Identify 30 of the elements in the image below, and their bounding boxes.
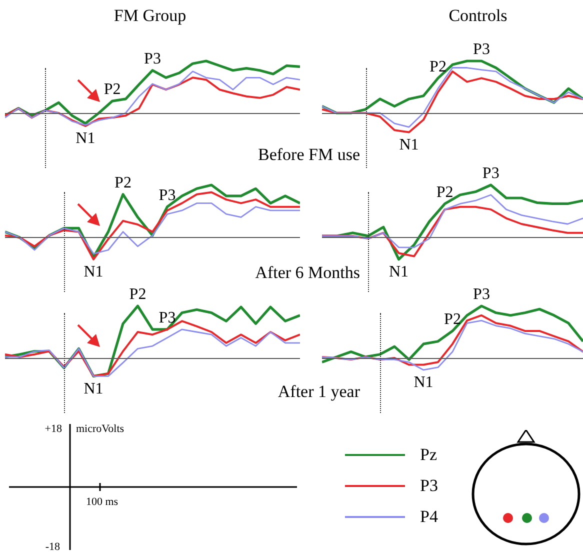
text: N1 bbox=[388, 264, 409, 281]
chart-title: FM Group bbox=[114, 6, 186, 26]
text: P3 bbox=[473, 286, 490, 304]
text: After 6 Months bbox=[255, 263, 360, 283]
text: P3 bbox=[473, 41, 490, 58]
annotation: P2 bbox=[436, 184, 454, 201]
text: microVolts bbox=[76, 423, 124, 436]
legend-label: P4 bbox=[420, 507, 438, 527]
legend-label: Pz bbox=[420, 445, 437, 465]
annotation: P3 bbox=[158, 310, 176, 327]
text: N1 bbox=[399, 136, 419, 154]
annotation: P2 bbox=[444, 311, 461, 328]
text: P3 bbox=[482, 165, 500, 182]
chart-title: Controls bbox=[448, 6, 508, 26]
annotation: P2 bbox=[104, 81, 121, 98]
text: -18 bbox=[45, 541, 60, 554]
text: After 1 year bbox=[278, 382, 360, 402]
text: N1 bbox=[84, 380, 104, 398]
annotation: P3 bbox=[144, 50, 161, 68]
text: N1 bbox=[414, 374, 434, 392]
annotation: P2 bbox=[114, 174, 132, 192]
text: N1 bbox=[84, 264, 104, 281]
text: N1 bbox=[76, 130, 96, 148]
text: Before FM use bbox=[258, 145, 360, 165]
annotation: P3 bbox=[158, 187, 176, 204]
legend-label: P3 bbox=[420, 476, 438, 496]
text: 100 ms bbox=[86, 496, 118, 509]
annotation: P2 bbox=[430, 58, 446, 76]
text: P2 bbox=[129, 286, 146, 304]
text: +18 bbox=[44, 423, 62, 436]
